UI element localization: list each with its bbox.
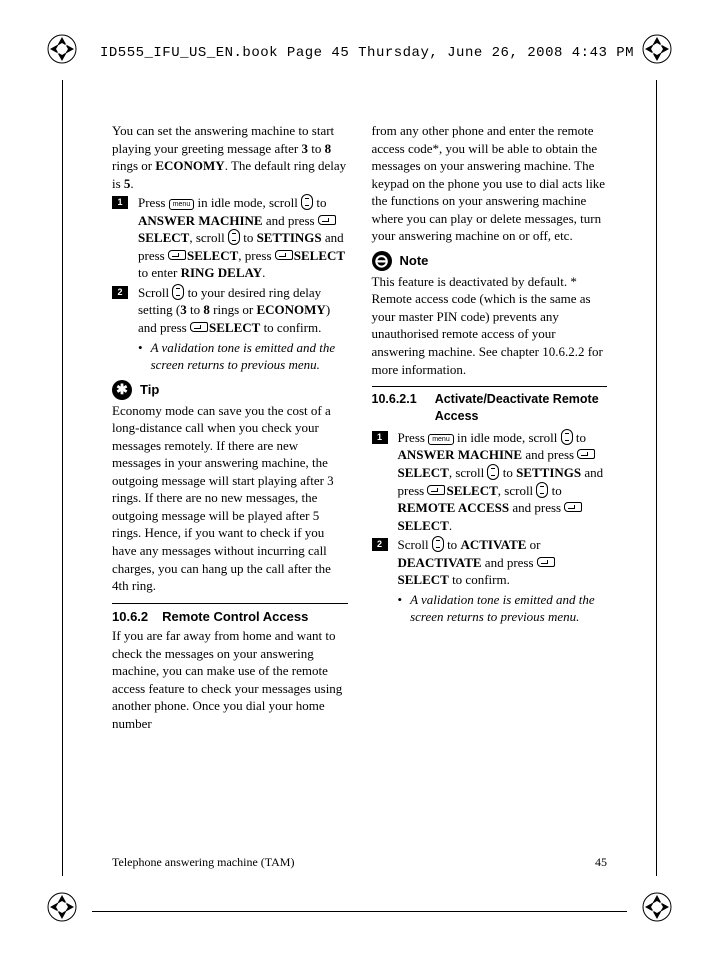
note-icon: ⊖ [372, 251, 392, 271]
tip-callout: ✱ Tip [112, 380, 348, 400]
step-number-icon: 2 [112, 286, 128, 299]
step-1: 1 Press menu in idle mode, scroll to ANS… [112, 194, 348, 282]
nav-key-icon [536, 482, 548, 498]
remote-intro-2: from any other phone and enter the remot… [372, 122, 608, 245]
crop-bottom [92, 911, 627, 912]
crop-right [656, 80, 657, 876]
intro-paragraph: You can set the answering machine to sta… [112, 122, 348, 192]
crop-left [62, 80, 63, 876]
note-callout: ⊖ Note [372, 251, 608, 271]
ornament-bottom-right [642, 892, 672, 922]
tip-body: Economy mode can save you the cost of a … [112, 402, 348, 595]
validation-bullet: • A validation tone is emitted and the s… [138, 339, 348, 374]
nav-key-icon [301, 194, 313, 210]
soft-key-icon [577, 449, 595, 459]
menu-key-icon: menu [428, 434, 454, 445]
validation-bullet: • A validation tone is emitted and the s… [398, 591, 608, 626]
divider [112, 603, 348, 604]
crop-top: ID555_IFU_US_EN.book Page 45 Thursday, J… [92, 44, 627, 63]
soft-key-icon [537, 557, 555, 567]
divider [372, 386, 608, 387]
note-body: This feature is deactivated by default. … [372, 273, 608, 378]
nav-key-icon [432, 536, 444, 552]
ornament-bottom-left [47, 892, 77, 922]
nav-key-icon [487, 464, 499, 480]
nav-key-icon [172, 284, 184, 300]
soft-key-icon [427, 485, 445, 495]
remote-intro-1: If you are far away from home and want t… [112, 627, 348, 732]
heading-10-6-2: 10.6.2 Remote Control Access [112, 608, 348, 626]
nav-key-icon [228, 229, 240, 245]
tip-label: Tip [140, 381, 159, 399]
nav-key-icon [561, 429, 573, 445]
step-2: 2 Scroll to your desired ring delay sett… [112, 284, 348, 374]
asterisk-icon: ✱ [112, 380, 132, 400]
menu-key-icon: menu [169, 199, 195, 210]
soft-key-icon [564, 502, 582, 512]
step-number-icon: 1 [372, 431, 388, 444]
footer-title: Telephone answering machine (TAM) [112, 854, 294, 870]
heading-10-6-2-1: 10.6.2.1 Activate/Deactivate Remote Acce… [372, 391, 608, 425]
note-label: Note [400, 252, 429, 270]
column-left: You can set the answering machine to sta… [112, 122, 348, 876]
soft-key-icon [318, 215, 336, 225]
page-footer: Telephone answering machine (TAM) 45 [112, 854, 607, 870]
column-right: from any other phone and enter the remot… [372, 122, 608, 876]
ornament-top-right [642, 34, 672, 64]
soft-key-icon [168, 250, 186, 260]
remote-step-2: 2 Scroll to ACTIVATE or DEACTIVATE and p… [372, 536, 608, 626]
page-header: ID555_IFU_US_EN.book Page 45 Thursday, J… [92, 44, 642, 63]
soft-key-icon [190, 322, 208, 332]
remote-step-1: 1 Press menu in idle mode, scroll to ANS… [372, 429, 608, 534]
soft-key-icon [275, 250, 293, 260]
page-number: 45 [595, 854, 607, 870]
ornament-top-left [47, 34, 77, 64]
step-number-icon: 2 [372, 538, 388, 551]
page-content: You can set the answering machine to sta… [112, 122, 607, 876]
step-number-icon: 1 [112, 196, 128, 209]
